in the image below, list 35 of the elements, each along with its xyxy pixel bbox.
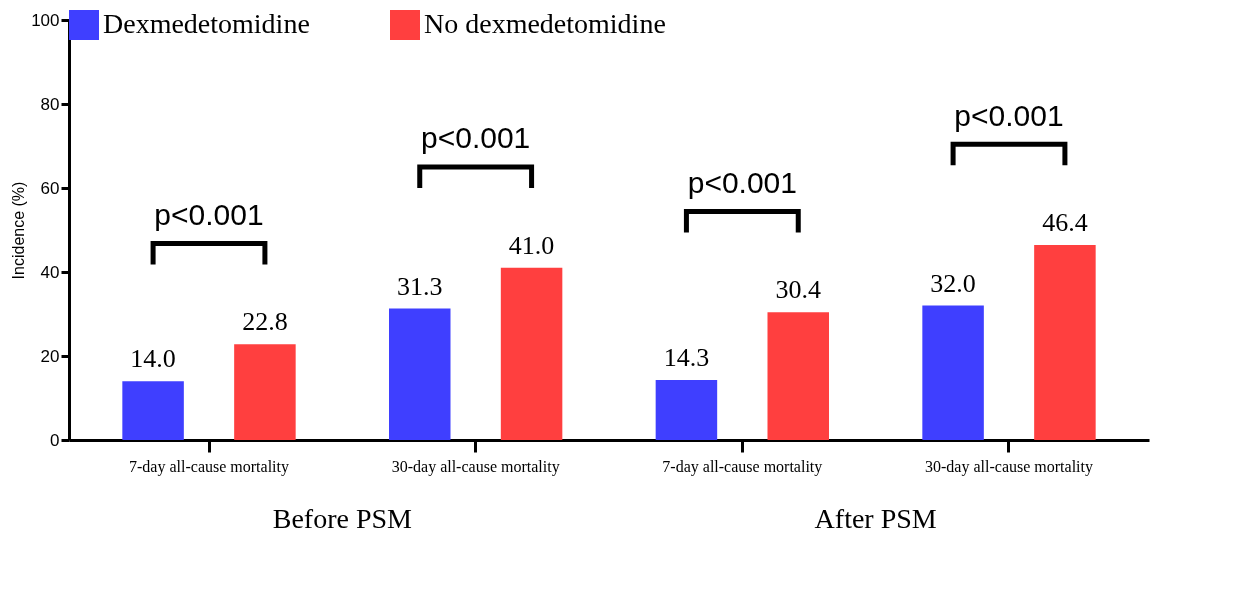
data-label: 32.0 (930, 268, 976, 298)
y-tick-label: 100 (31, 10, 60, 30)
bar (500, 267, 563, 440)
annotation: p<0.001 (154, 197, 264, 231)
y-tick-label: 20 (40, 346, 60, 366)
annotation: p<0.001 (421, 121, 531, 155)
legend-label: Dexmedetomidine (103, 8, 310, 39)
data-label: 41.0 (508, 230, 555, 260)
data-label: 14.0 (130, 344, 176, 374)
y-tick-label: 0 (50, 430, 60, 450)
x-tick-label: 7-day all-cause mortality (662, 457, 823, 476)
bar (1034, 245, 1096, 440)
bar (389, 308, 451, 440)
annotation: p<0.001 (954, 98, 1064, 132)
data-label: 46.4 (1042, 208, 1088, 238)
legend-label: No dexmedetomidine (424, 8, 666, 39)
y-tick-label: 60 (40, 178, 60, 198)
y-axis-title: Incidence (%) (10, 181, 28, 280)
annotation: p<0.001 (687, 165, 797, 199)
data-label: 31.3 (397, 271, 443, 301)
data-label: 22.8 (242, 307, 288, 337)
bar (922, 305, 984, 440)
data-label: 30.4 (775, 275, 821, 305)
x-tick-label: 30-day all-cause mortality (391, 457, 560, 476)
x-tick-label: 7-day all-cause mortality (129, 457, 289, 476)
text: Before PSM (272, 503, 413, 534)
y-tick-label: 80 (40, 94, 60, 114)
bar (234, 344, 296, 440)
x-tick-label: 30-day all-cause mortality (925, 457, 1093, 476)
bar (655, 379, 718, 440)
data-label: 14.3 (663, 342, 710, 372)
text: After PSM (814, 503, 937, 534)
bar (767, 312, 829, 440)
bar (122, 381, 184, 440)
y-tick-label: 40 (40, 262, 60, 282)
